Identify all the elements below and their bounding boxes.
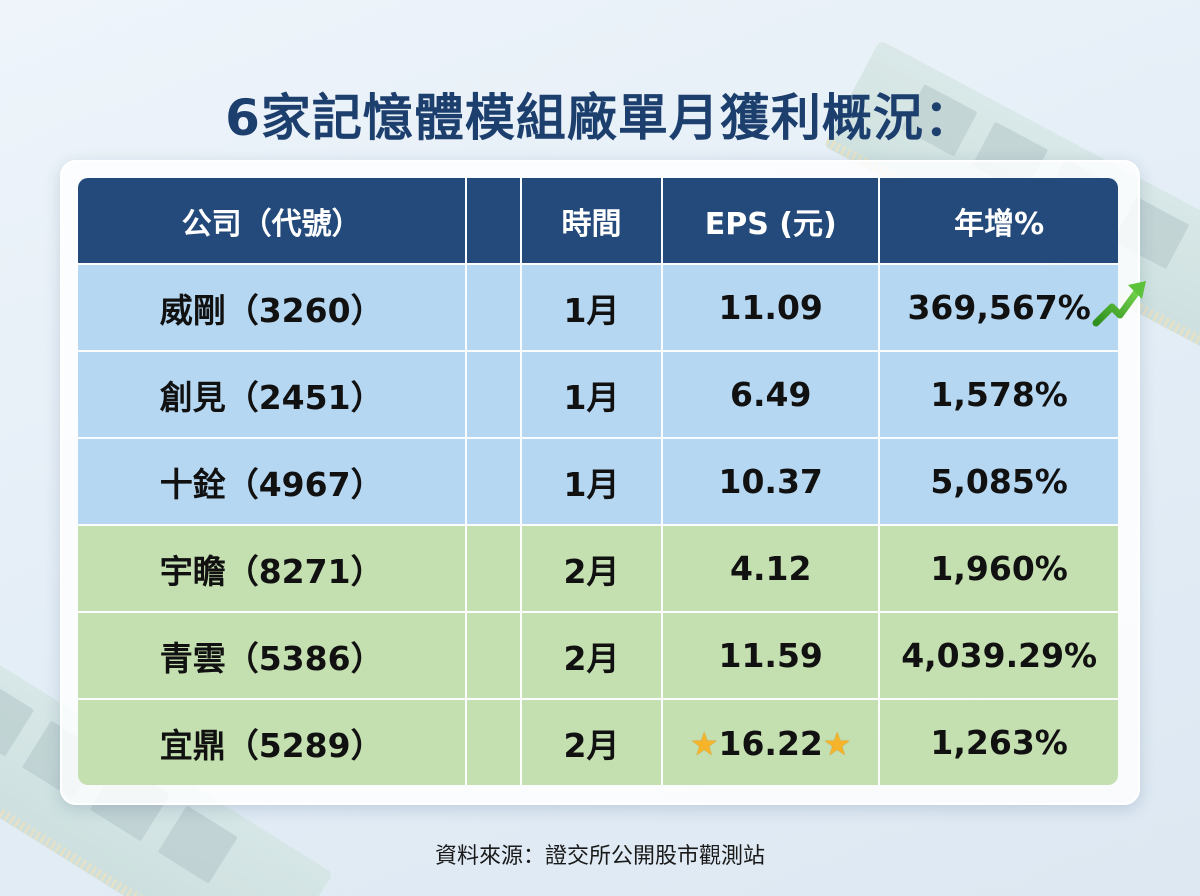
yoy-cell: 4,039.29%	[880, 613, 1118, 698]
blank-cell	[467, 613, 520, 698]
table-row: 宜鼎（5289） 2月 ★16.22★ 1,263%	[78, 700, 1118, 785]
company-cell: 創見（2451）	[78, 352, 466, 437]
yoy-cell: 5,085%	[880, 439, 1118, 524]
eps-cell: 6.49	[663, 352, 879, 437]
table-row: 威剛（3260） 1月 11.09 369,567%	[78, 265, 1146, 350]
header-blank	[467, 178, 520, 263]
eps-cell: 11.09	[663, 265, 879, 350]
period-cell: 2月	[521, 526, 662, 611]
table-row: 青雲（5386） 2月 11.59 4,039.29%	[78, 613, 1118, 698]
period-cell: 1月	[521, 265, 662, 350]
company-cell: 十銓（4967）	[78, 439, 466, 524]
company-cell: 青雲（5386）	[78, 613, 466, 698]
yoy-cell: 1,578%	[880, 352, 1118, 437]
yoy-cell: 369,567%	[880, 265, 1146, 350]
blank-cell	[467, 700, 520, 785]
eps-cell: 4.12	[663, 526, 879, 611]
period-cell: 1月	[521, 439, 662, 524]
period-cell: 1月	[521, 352, 662, 437]
blank-cell	[467, 352, 520, 437]
header-company: 公司（代號）	[78, 178, 466, 263]
eps-value: 16.22	[718, 724, 823, 763]
period-cell: 2月	[521, 613, 662, 698]
company-cell: 宜鼎（5289）	[78, 700, 466, 785]
blank-cell	[467, 439, 520, 524]
table-row: 宇瞻（8271） 2月 4.12 1,960%	[78, 526, 1118, 611]
source-note: 資料來源：證交所公開股市觀測站	[434, 844, 765, 869]
yoy-value: 369,567%	[907, 288, 1091, 327]
period-cell: 2月	[521, 700, 662, 785]
blank-cell	[467, 526, 520, 611]
page-title: 6家記憶體模組廠單月獲利概況：	[225, 89, 975, 147]
yoy-cell: 1,263%	[880, 700, 1118, 785]
eps-cell: 11.59	[663, 613, 879, 698]
star-icon: ★	[822, 724, 852, 763]
trend-up-arrow-icon	[1092, 281, 1146, 327]
table-row: 十銓（4967） 1月 10.37 5,085%	[78, 439, 1118, 524]
header-yoy: 年增%	[880, 178, 1118, 263]
blank-cell	[467, 265, 520, 350]
header-period: 時間	[521, 178, 662, 263]
earnings-table: 公司（代號） 時間 EPS (元) 年增% 威剛（3260） 1月 11.09 …	[76, 176, 1146, 787]
header-eps: EPS (元)	[663, 178, 879, 263]
company-cell: 威剛（3260）	[78, 265, 466, 350]
table-header-row: 公司（代號） 時間 EPS (元) 年增%	[78, 178, 1118, 263]
eps-cell: ★16.22★	[663, 700, 879, 785]
yoy-cell: 1,960%	[880, 526, 1118, 611]
table-row: 創見（2451） 1月 6.49 1,578%	[78, 352, 1118, 437]
star-icon: ★	[689, 724, 719, 763]
company-cell: 宇瞻（8271）	[78, 526, 466, 611]
eps-cell: 10.37	[663, 439, 879, 524]
